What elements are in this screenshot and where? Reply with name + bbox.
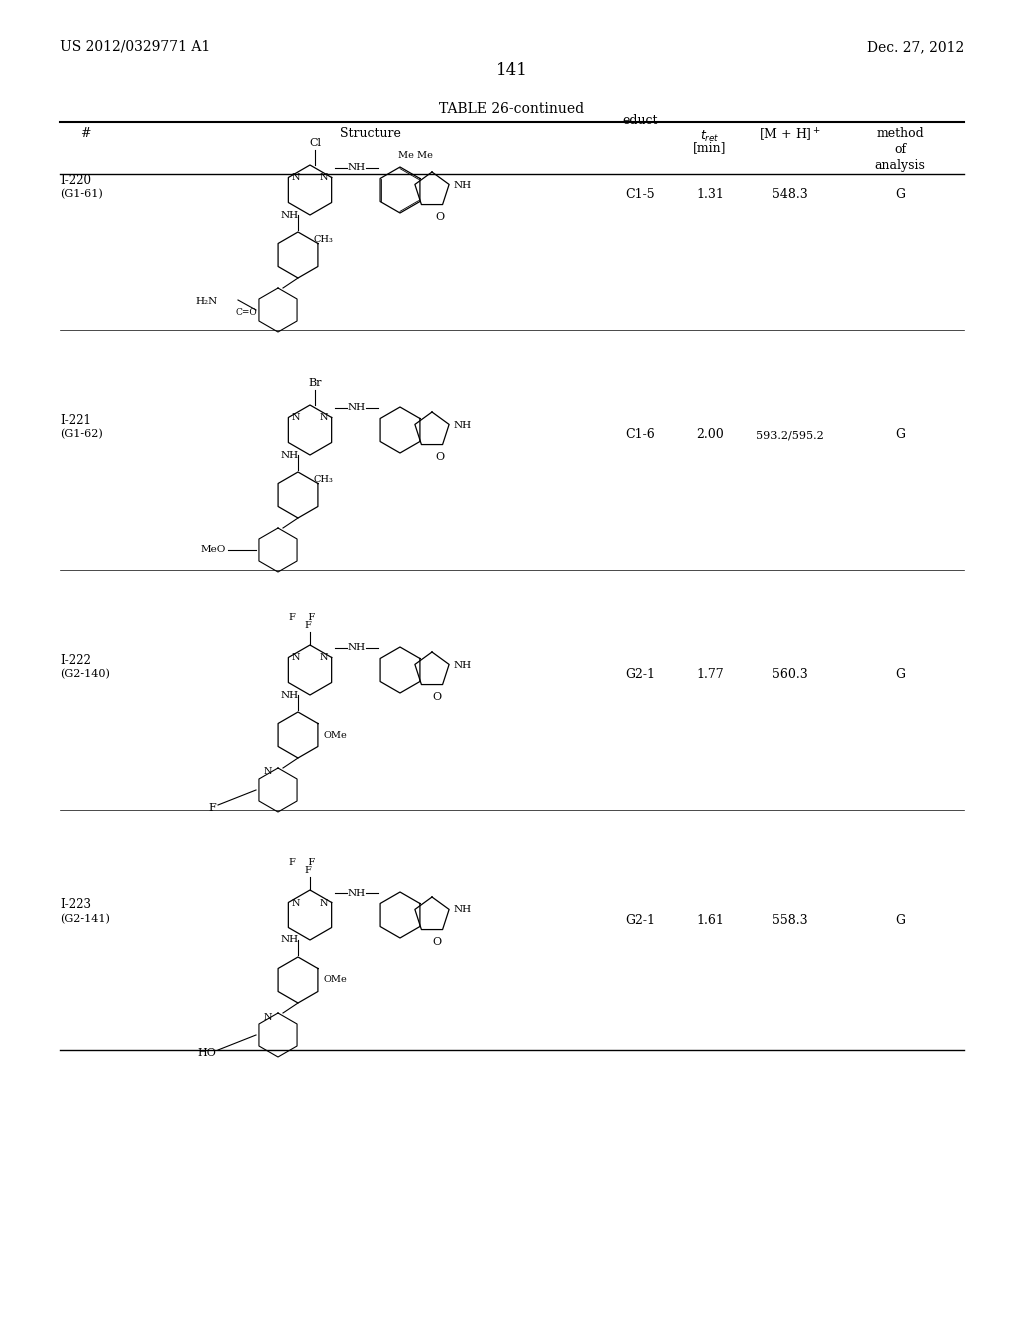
Text: NH: NH <box>281 210 299 219</box>
Text: N: N <box>264 1012 272 1022</box>
Text: [min]: [min] <box>693 141 727 154</box>
Text: method
of
analysis: method of analysis <box>874 127 926 172</box>
Text: I-221: I-221 <box>60 413 91 426</box>
Text: G: G <box>895 429 905 441</box>
Text: HO: HO <box>198 1048 216 1059</box>
Text: G: G <box>895 913 905 927</box>
Text: 560.3: 560.3 <box>772 668 808 681</box>
Text: Br: Br <box>308 378 322 388</box>
Text: NH: NH <box>281 936 299 945</box>
Text: F    F: F F <box>289 612 315 622</box>
Text: (G2-140): (G2-140) <box>60 669 110 680</box>
Text: I-220: I-220 <box>60 173 91 186</box>
Text: 2.00: 2.00 <box>696 429 724 441</box>
Text: N: N <box>292 173 300 182</box>
Text: N: N <box>319 653 329 663</box>
Text: $t_{ret}$: $t_{ret}$ <box>700 129 720 144</box>
Text: C1-5: C1-5 <box>626 189 654 202</box>
Text: C=O: C=O <box>236 308 258 317</box>
Text: #: # <box>80 127 90 140</box>
Text: F: F <box>208 803 216 813</box>
Text: CH₃: CH₃ <box>313 235 333 244</box>
Text: N: N <box>264 767 272 776</box>
Text: educt: educt <box>623 114 657 127</box>
Text: O: O <box>432 692 441 702</box>
Text: 1.61: 1.61 <box>696 913 724 927</box>
Text: 1.31: 1.31 <box>696 189 724 202</box>
Text: Me Me: Me Me <box>397 150 432 160</box>
Text: NH: NH <box>281 690 299 700</box>
Text: NH: NH <box>454 181 472 190</box>
Text: MeO: MeO <box>201 545 226 554</box>
Text: 141: 141 <box>496 62 528 79</box>
Text: OMe: OMe <box>323 730 347 739</box>
Text: TABLE 26-continued: TABLE 26-continued <box>439 102 585 116</box>
Text: (G2-141): (G2-141) <box>60 913 110 924</box>
Text: OMe: OMe <box>323 975 347 985</box>
Text: 1.77: 1.77 <box>696 668 724 681</box>
Text: G: G <box>895 189 905 202</box>
Text: NH: NH <box>454 906 472 915</box>
Text: O: O <box>435 213 444 222</box>
Text: G: G <box>895 668 905 681</box>
Text: N: N <box>319 899 329 908</box>
Text: F: F <box>304 866 311 875</box>
Text: F: F <box>304 620 311 630</box>
Text: CH₃: CH₃ <box>313 475 333 484</box>
Text: 548.3: 548.3 <box>772 189 808 202</box>
Text: NH: NH <box>454 660 472 669</box>
Text: N: N <box>292 413 300 422</box>
Text: NH: NH <box>348 888 367 898</box>
Text: NH: NH <box>281 450 299 459</box>
Text: (G1-61): (G1-61) <box>60 189 102 199</box>
Text: G2-1: G2-1 <box>625 913 655 927</box>
Text: US 2012/0329771 A1: US 2012/0329771 A1 <box>60 40 210 54</box>
Text: NH: NH <box>348 404 367 412</box>
Text: N: N <box>319 173 329 182</box>
Text: N: N <box>319 413 329 422</box>
Text: 558.3: 558.3 <box>772 913 808 927</box>
Text: I-223: I-223 <box>60 899 91 912</box>
Text: O: O <box>432 937 441 946</box>
Text: 593.2/595.2: 593.2/595.2 <box>756 430 824 440</box>
Text: G2-1: G2-1 <box>625 668 655 681</box>
Text: N: N <box>292 653 300 663</box>
Text: NH: NH <box>348 644 367 652</box>
Text: I-222: I-222 <box>60 653 91 667</box>
Text: Cl: Cl <box>309 139 321 148</box>
Text: (G1-62): (G1-62) <box>60 429 102 440</box>
Text: NH: NH <box>454 421 472 429</box>
Text: C1-6: C1-6 <box>625 429 655 441</box>
Text: [M + H]$^+$: [M + H]$^+$ <box>759 127 821 144</box>
Text: Structure: Structure <box>340 127 400 140</box>
Text: H₂N: H₂N <box>196 297 218 306</box>
Text: F    F: F F <box>289 858 315 867</box>
Text: NH: NH <box>348 164 367 173</box>
Text: Dec. 27, 2012: Dec. 27, 2012 <box>866 40 964 54</box>
Text: O: O <box>435 451 444 462</box>
Text: N: N <box>292 899 300 908</box>
